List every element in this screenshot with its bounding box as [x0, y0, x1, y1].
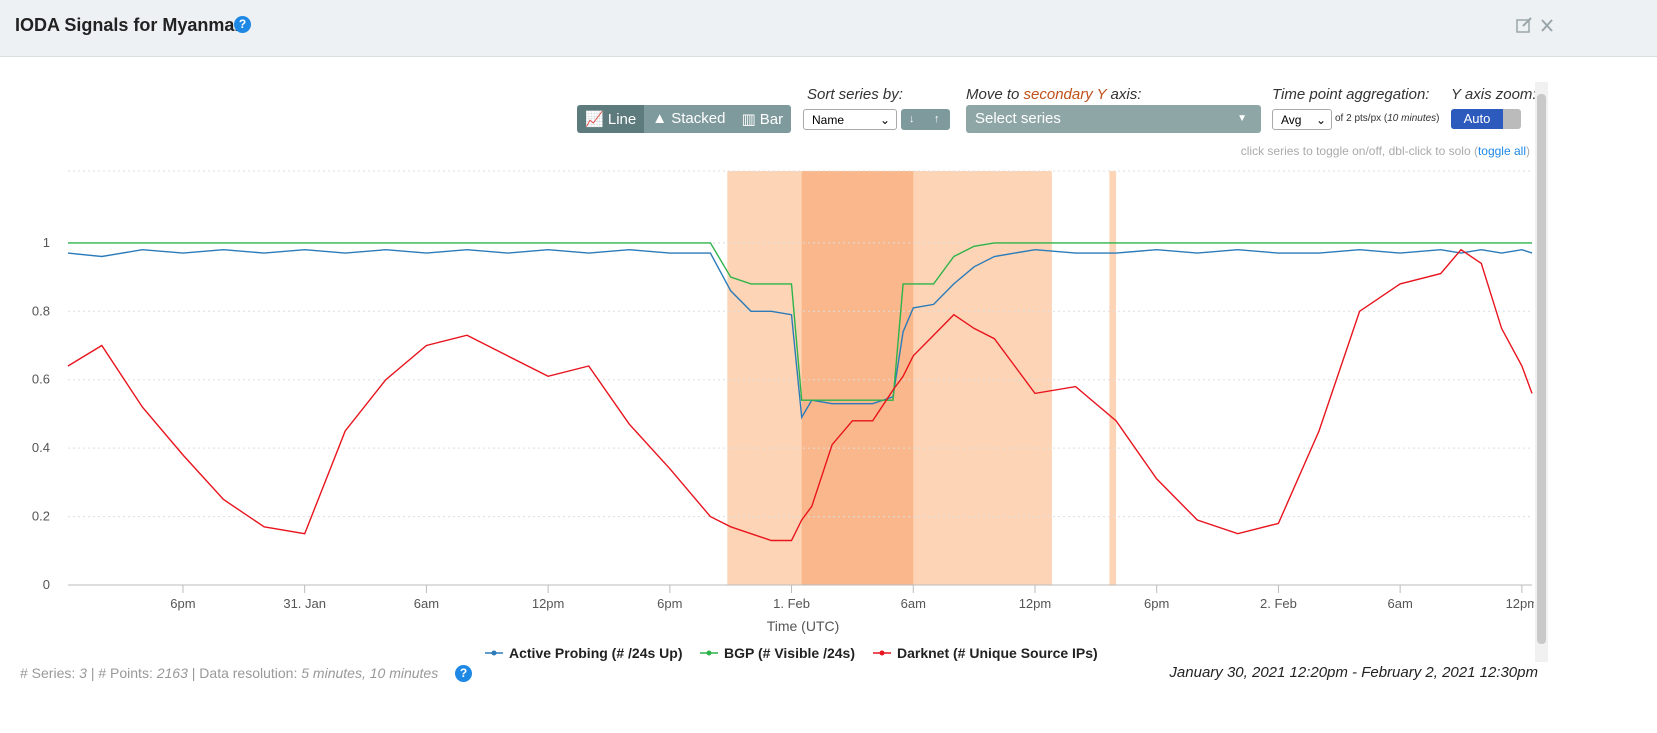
series-line [67, 248, 1533, 420]
help-icon[interactable]: ? [455, 665, 472, 682]
y-tick-label: 0.6 [32, 372, 50, 387]
title: IODA Signals for Myanmar [15, 15, 242, 35]
date-range: January 30, 2021 12:20pm - February 2, 2… [1169, 664, 1538, 681]
legend-item[interactable]: Darknet (# Unique Source IPs) [873, 645, 1098, 661]
zoom-toggle[interactable]: Auto [1451, 109, 1521, 129]
legend-dot [879, 650, 885, 656]
stat-value: 5 minutes, 10 minutes [301, 665, 439, 681]
x-tick-label: 6pm [657, 596, 682, 611]
select-placeholder: Select series [975, 110, 1061, 127]
sort-desc[interactable]: ↓ [909, 113, 915, 125]
series-line [68, 242, 1532, 401]
stat-label: | Data resolution: [187, 665, 302, 681]
stacked-button[interactable]: ▲ Stacked [644, 105, 734, 133]
x-tick-label: 6pm [1144, 596, 1169, 611]
legend-label: BGP (# Visible /24s) [724, 645, 855, 661]
button-label: Line [607, 111, 637, 128]
label-part: axis: [1106, 86, 1142, 103]
chart-type-group: 📈 Line ▲ Stacked ▥ Bar [577, 105, 792, 133]
header-icons [1516, 17, 1553, 33]
caret: ▼ [1237, 113, 1247, 124]
edit-icon[interactable] [1516, 19, 1530, 33]
x-tick-label: 6am [901, 596, 926, 611]
stat-value: 2163 [156, 665, 188, 681]
y-tick-label: 0 [43, 577, 50, 592]
y-tick-label: 1 [43, 235, 50, 250]
close-icon [1541, 19, 1553, 32]
series-line [67, 248, 1533, 542]
help-icon[interactable]: ? [234, 16, 251, 33]
line-button[interactable]: 📈 Line [577, 105, 645, 133]
label-highlight: secondary Y [1023, 86, 1107, 103]
x-tick-label: 1. Feb [773, 596, 810, 611]
sort-select[interactable]: Name ⌄ [803, 109, 897, 130]
x-tick-label: 6pm [170, 596, 195, 611]
caret: ⌄ [1315, 113, 1326, 127]
edit-icon-pen [1522, 17, 1532, 27]
x-tick-label: 31. Jan [283, 596, 326, 611]
sort-asc[interactable]: ↑ [934, 113, 940, 125]
select-value: Avg [1281, 113, 1302, 127]
legend-dot [491, 650, 497, 656]
stat-label: | # Points: [86, 665, 157, 681]
button-label: Stacked [671, 110, 726, 127]
hint-part: click series to toggle on/off, dbl-click… [1240, 144, 1478, 158]
scrollbar[interactable] [1535, 82, 1548, 662]
zoom-label: Y axis zoom: [1451, 86, 1537, 103]
note-part: 10 minutes [1387, 113, 1437, 124]
caret: ⌄ [879, 113, 890, 127]
x-tick-label: 12pm [532, 596, 565, 611]
outage-band [1109, 171, 1117, 585]
aggregation-note: of 2 pts/px (10 minutes) [1335, 113, 1440, 124]
legend-item[interactable]: Active Probing (# /24s Up) [485, 645, 682, 661]
x-axis-title: Time (UTC) [767, 618, 840, 634]
hint: click series to toggle on/off, dbl-click… [1241, 144, 1530, 158]
legend-label: Darknet (# Unique Source IPs) [897, 645, 1098, 661]
toggle-all-link[interactable]: toggle all [1477, 144, 1526, 158]
stat-value: 3 [79, 665, 87, 681]
x-tick-label: 12pm [1506, 596, 1534, 611]
chart: Time (UTC) 0 0.2 0.4 0.6 0.8 1 6pm 31. Jan 6am 12… [32, 170, 1534, 661]
y-tick-label: 0.2 [32, 509, 50, 524]
note-part: ) [1436, 113, 1440, 124]
bar-button[interactable]: ▥ Bar [733, 105, 792, 133]
x-tick-label: 6am [1387, 596, 1412, 611]
aggregation-label: Time point aggregation: [1272, 86, 1430, 103]
x-tick-label: 12pm [1019, 596, 1052, 611]
scroll-thumb[interactable] [1537, 94, 1546, 644]
zoom-value: Auto [1451, 109, 1503, 129]
x-tick-label: 6am [414, 596, 439, 611]
label-part: Move to [966, 86, 1024, 103]
legend-dot [706, 650, 712, 656]
hint-part: ) [1526, 144, 1530, 158]
stat-label: # Series: [20, 665, 80, 681]
series-select[interactable]: Select series ▼ [966, 105, 1261, 133]
sort-direction: ↓ ↑ [901, 109, 950, 130]
sort-label: Sort series by: [807, 86, 903, 103]
y-tick-label: 0.4 [32, 440, 50, 455]
select-value: Name [812, 113, 845, 127]
aggregation-select[interactable]: Avg ⌄ [1272, 109, 1332, 130]
x-tick-label: 2. Feb [1260, 596, 1297, 611]
header: IODA Signals for Myanmar ? [0, 0, 1657, 57]
y-tick-label: 0.8 [32, 303, 50, 318]
legend-item[interactable]: BGP (# Visible /24s) [700, 645, 855, 661]
note-part: of 2 pts/px ( [1335, 113, 1388, 124]
button-label: Bar [759, 111, 784, 128]
secondary-label: Move to secondary Y axis: [966, 86, 1141, 103]
footer-stats: # Series: 3 | # Points: 2163 | Data reso… [20, 665, 438, 681]
legend-label: Active Probing (# /24s Up) [509, 645, 682, 661]
